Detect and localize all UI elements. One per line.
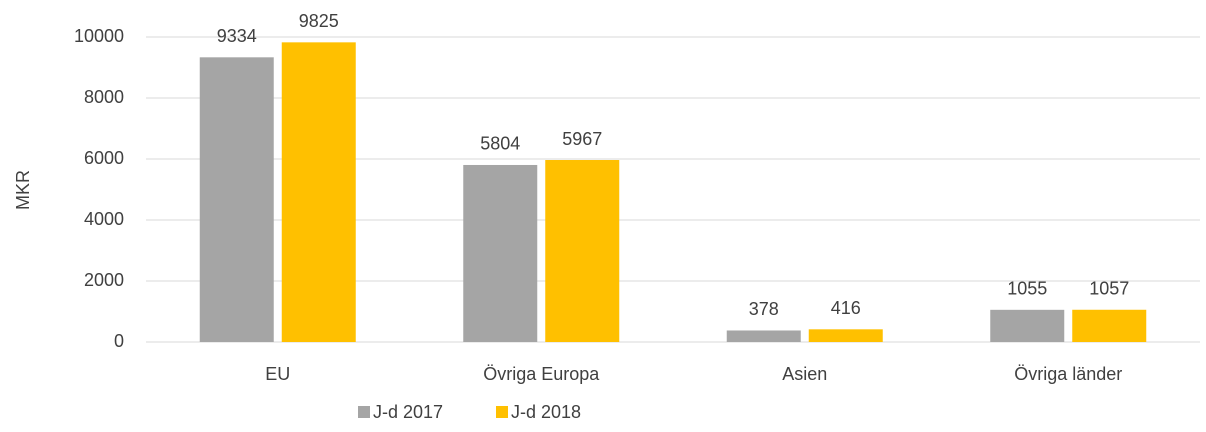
bar — [199, 57, 274, 343]
data-label: 416 — [831, 298, 861, 318]
bar — [726, 330, 801, 342]
bar — [1072, 309, 1147, 342]
y-tick-label: 6000 — [84, 148, 124, 168]
bar — [990, 309, 1065, 342]
data-label: 9334 — [217, 26, 257, 46]
data-label: 378 — [749, 299, 779, 319]
x-tick-label: EU — [265, 364, 290, 384]
legend-label: J-d 2017 — [373, 402, 443, 422]
data-label: 1057 — [1089, 279, 1129, 299]
legend-label: J-d 2018 — [511, 402, 581, 422]
legend-swatch — [358, 406, 370, 418]
x-tick-label: Övriga länder — [1014, 364, 1122, 384]
y-tick-label: 0 — [114, 331, 124, 351]
y-tick-label: 10000 — [74, 26, 124, 46]
bar — [545, 160, 620, 342]
legend-swatch — [496, 406, 508, 418]
x-tick-label: Asien — [782, 364, 827, 384]
bar — [281, 42, 356, 343]
data-label: 1055 — [1007, 279, 1047, 299]
bar — [808, 329, 883, 342]
data-label: 5804 — [480, 134, 520, 154]
data-label: 5967 — [562, 129, 602, 149]
bar — [463, 164, 538, 342]
x-tick-label: Övriga Europa — [483, 364, 600, 384]
y-axis-label: MKR — [13, 170, 33, 210]
y-tick-label: 2000 — [84, 270, 124, 290]
y-tick-label: 8000 — [84, 87, 124, 107]
y-tick-label: 4000 — [84, 209, 124, 229]
data-label: 9825 — [299, 11, 339, 31]
